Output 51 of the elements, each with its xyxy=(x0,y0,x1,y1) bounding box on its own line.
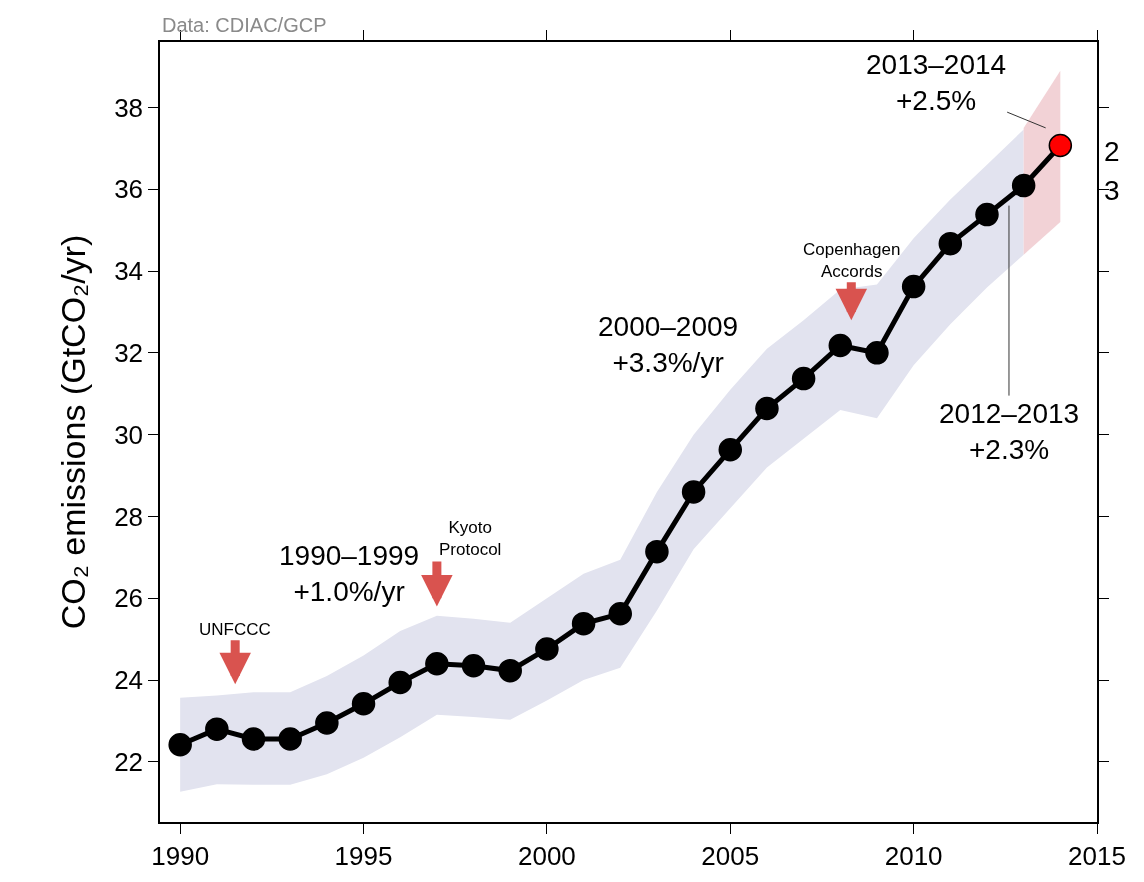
x-tick-label: 1990 xyxy=(151,840,210,871)
annotation: UNFCCC xyxy=(199,620,271,639)
point xyxy=(645,539,669,564)
point xyxy=(755,396,779,421)
point xyxy=(975,202,999,227)
point xyxy=(681,480,706,504)
point xyxy=(608,602,632,626)
text: Data: CDIAC/GCP xyxy=(162,14,327,36)
point xyxy=(388,670,412,695)
point xyxy=(901,274,926,299)
y-tick-label: 30 xyxy=(114,419,144,450)
annotation: 2012–2013 +2.3% xyxy=(939,398,1080,466)
point xyxy=(571,611,596,636)
x-tick-label: 2010 xyxy=(884,840,943,871)
point xyxy=(205,717,229,741)
x-tick-label: 2015 xyxy=(1068,840,1126,871)
point xyxy=(718,438,743,462)
point xyxy=(241,727,266,751)
point xyxy=(828,333,853,358)
y-tick-label: 32 xyxy=(114,337,144,368)
x-tick-label: 1995 xyxy=(334,840,393,871)
annotation: 2000–2009 +3.3%/yr xyxy=(598,311,739,379)
point xyxy=(1011,173,1036,198)
y-axis-title: CO₂ emissions (GtCO₂/yr) xyxy=(54,234,93,630)
x-tick-label: 2000 xyxy=(517,840,576,871)
point xyxy=(938,231,963,256)
annotation: Kyoto Protocol xyxy=(439,518,502,560)
y-tick-label: 26 xyxy=(114,583,144,614)
y-tick-label: 22 xyxy=(114,746,144,777)
point xyxy=(865,341,889,365)
y-tick-label: 38 xyxy=(114,92,144,123)
y-tick-label: 34 xyxy=(114,256,144,287)
annotation: Copenhagen Accords xyxy=(803,240,901,282)
y-tick-label: 28 xyxy=(114,501,144,532)
text: 3 xyxy=(1104,175,1120,206)
point xyxy=(168,732,192,757)
point xyxy=(791,366,816,391)
point xyxy=(351,692,376,716)
point xyxy=(535,637,559,661)
point xyxy=(461,654,486,678)
y-tick-label: 24 xyxy=(114,665,144,696)
point xyxy=(425,651,449,676)
point xyxy=(1048,133,1073,158)
point xyxy=(498,658,522,683)
text: 2 xyxy=(1104,136,1120,167)
annotation: 2013–2014 +2.5% xyxy=(866,49,1007,117)
point xyxy=(315,711,339,735)
x-tick-label: 2005 xyxy=(701,840,760,871)
point xyxy=(278,727,302,751)
y-tick-label: 36 xyxy=(114,174,144,205)
annotation: 1990–1999 +1.0%/yr xyxy=(279,540,420,608)
